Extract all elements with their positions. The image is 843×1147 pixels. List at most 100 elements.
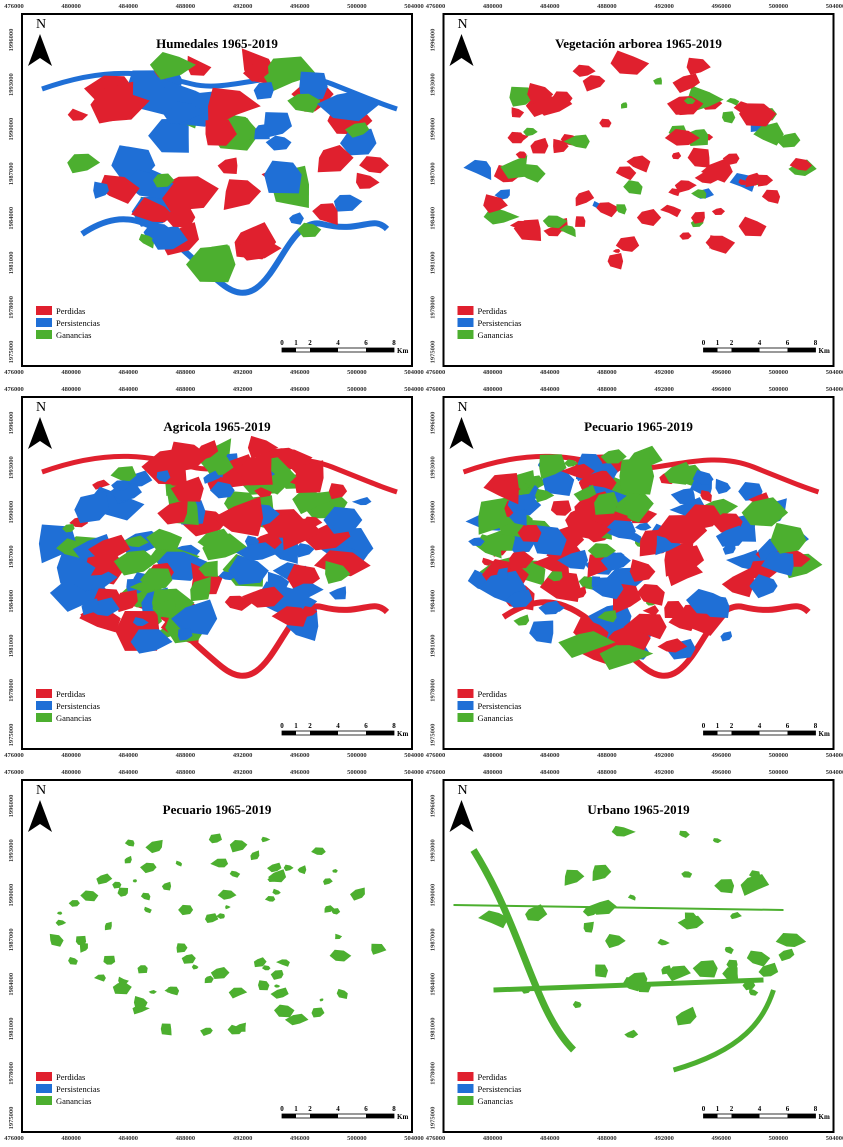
x-coordinate-label: 504000 (826, 369, 843, 376)
scale-label: 8 (392, 722, 396, 730)
legend-swatch (458, 713, 474, 722)
scale-segment (788, 1114, 816, 1118)
panel-title: Vegetación arborea 1965-2019 (555, 36, 722, 51)
legend-label: Persistencias (478, 1084, 522, 1094)
legend-label: Ganancias (56, 1096, 91, 1106)
x-coordinate-label: 476000 (426, 386, 446, 393)
x-coordinate-label: 476000 (426, 369, 446, 376)
scale-label: 8 (392, 1105, 396, 1113)
scale-label: 0 (702, 722, 706, 730)
x-coordinate-label: 492000 (654, 1135, 674, 1142)
legend-label: Ganancias (478, 713, 513, 723)
x-coordinate-label: 504000 (404, 3, 424, 10)
scale-segment (282, 1114, 296, 1118)
y-coordinate-label: 1987000 (430, 162, 437, 185)
x-coordinate-label: 492000 (654, 769, 674, 776)
y-coordinate-label: 1978000 (8, 296, 15, 319)
scale-segment (732, 1114, 760, 1118)
y-coordinate-label: 1981000 (430, 1017, 437, 1040)
legend-swatch (36, 330, 52, 339)
legend-swatch (36, 1072, 52, 1081)
y-coordinate-label: 1978000 (8, 1062, 15, 1085)
x-coordinate-label: 480000 (61, 769, 81, 776)
scale-label: 4 (336, 722, 340, 730)
scale-label: 6 (364, 1105, 368, 1113)
scale-label: 0 (280, 339, 284, 347)
y-coordinate-label: 1975000 (8, 1107, 15, 1130)
legend-swatch (458, 1072, 474, 1081)
scale-label: 8 (814, 339, 818, 347)
x-coordinate-label: 480000 (483, 3, 503, 10)
north-label: N (458, 17, 468, 32)
x-coordinate-label: 488000 (176, 386, 196, 393)
scale-segment (788, 348, 816, 352)
x-coordinate-label: 484000 (540, 1135, 560, 1142)
scale-unit: Km (397, 347, 408, 355)
y-coordinate-label: 1975000 (430, 341, 437, 364)
x-coordinate-label: 488000 (597, 1135, 617, 1142)
scale-label: 4 (758, 1105, 762, 1113)
x-coordinate-label: 488000 (176, 369, 196, 376)
y-coordinate-label: 1987000 (430, 545, 437, 568)
x-coordinate-label: 476000 (4, 752, 24, 759)
y-coordinate-label: 1984000 (8, 207, 15, 230)
x-coordinate-label: 488000 (176, 752, 196, 759)
scale-segment (704, 1114, 718, 1118)
x-coordinate-label: 500000 (347, 386, 367, 393)
scale-unit: Km (819, 347, 830, 355)
scale-label: 2 (730, 1105, 734, 1113)
x-coordinate-label: 504000 (404, 369, 424, 376)
y-coordinate-label: 1993000 (430, 73, 437, 96)
x-coordinate-label: 484000 (119, 369, 139, 376)
x-coordinate-label: 480000 (61, 386, 81, 393)
legend-label: Perdidas (478, 689, 507, 699)
panel-title: Agricola 1965-2019 (163, 419, 271, 434)
x-coordinate-label: 500000 (769, 769, 789, 776)
scale-segment (732, 731, 760, 735)
map-panel: 4760004760004800004800004840004840004880… (426, 769, 843, 1142)
y-coordinate-label: 1993000 (430, 839, 437, 862)
scale-label: 2 (730, 722, 734, 730)
x-coordinate-label: 504000 (826, 769, 843, 776)
scale-segment (788, 731, 816, 735)
scale-label: 0 (702, 339, 706, 347)
scale-segment (310, 731, 338, 735)
legend-swatch (458, 1096, 474, 1105)
legend-swatch (36, 689, 52, 698)
y-coordinate-label: 1993000 (8, 73, 15, 96)
x-coordinate-label: 476000 (426, 752, 446, 759)
scale-label: 6 (786, 722, 790, 730)
legend-label: Persistencias (56, 1084, 100, 1094)
y-coordinate-label: 1978000 (430, 296, 437, 319)
x-coordinate-label: 496000 (290, 752, 310, 759)
scale-segment (704, 731, 718, 735)
x-coordinate-label: 476000 (4, 369, 24, 376)
x-coordinate-label: 484000 (119, 752, 139, 759)
x-coordinate-label: 480000 (61, 752, 81, 759)
scale-segment (282, 731, 296, 735)
x-coordinate-label: 496000 (290, 386, 310, 393)
legend-swatch (458, 689, 474, 698)
y-coordinate-label: 1975000 (8, 341, 15, 364)
legend-swatch (36, 306, 52, 315)
x-coordinate-label: 476000 (4, 386, 24, 393)
x-coordinate-label: 504000 (404, 769, 424, 776)
y-coordinate-label: 1990000 (430, 118, 437, 141)
scale-label: 4 (336, 1105, 340, 1113)
x-coordinate-label: 488000 (176, 769, 196, 776)
legend-label: Perdidas (56, 689, 85, 699)
y-coordinate-label: 1978000 (8, 679, 15, 702)
y-coordinate-label: 1981000 (8, 1017, 15, 1040)
x-coordinate-label: 496000 (290, 1135, 310, 1142)
map-panel: 4760004760004800004800004840004840004880… (4, 386, 424, 759)
x-coordinate-label: 492000 (233, 3, 253, 10)
x-coordinate-label: 484000 (119, 3, 139, 10)
x-coordinate-label: 492000 (233, 752, 253, 759)
scale-label: 6 (364, 722, 368, 730)
y-coordinate-label: 1987000 (8, 162, 15, 185)
y-coordinate-label: 1990000 (8, 884, 15, 907)
north-label: N (458, 783, 468, 798)
scale-label: 6 (364, 339, 368, 347)
legend-label: Ganancias (56, 713, 91, 723)
legend-swatch (458, 330, 474, 339)
